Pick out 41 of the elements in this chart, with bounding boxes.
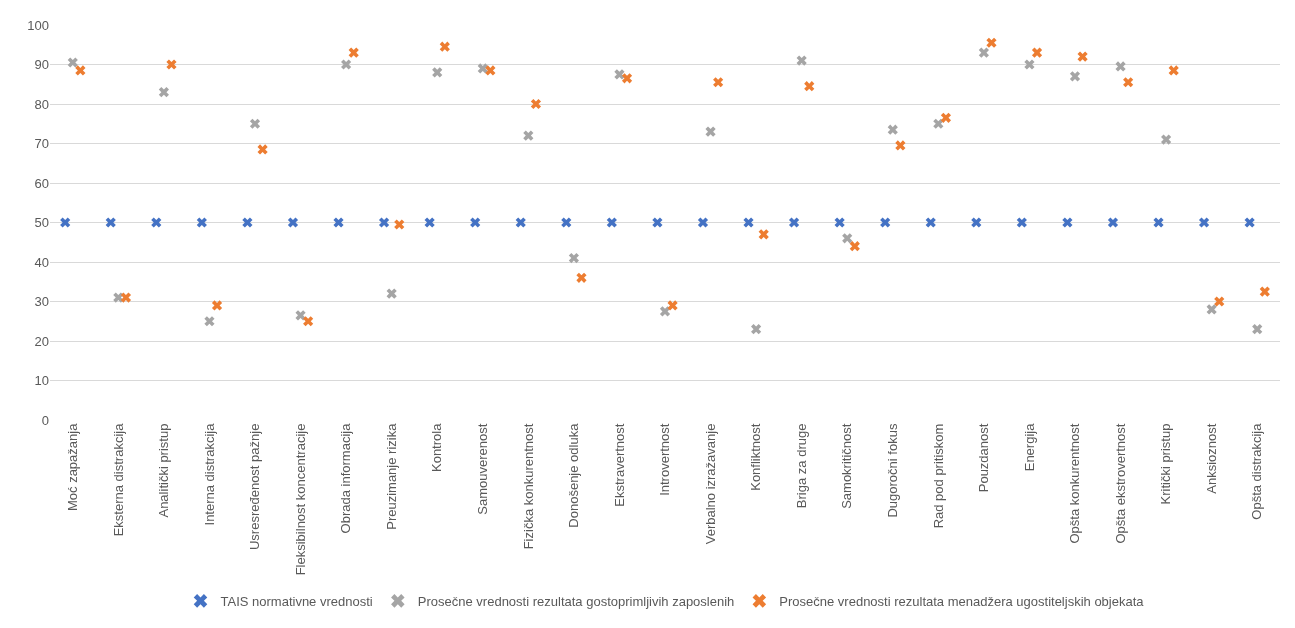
x-tick-label: Samokritičnost [839,423,855,509]
x-tick-label: Opšta ekstrovertnost [1112,423,1128,544]
x-tick-label: Preuzimanje rizika [383,422,399,530]
y-tick-label: 40 [34,254,49,270]
x-tick-label: Analitički pristup [156,423,172,518]
y-tick-label: 10 [34,373,49,389]
y-tick-label: 90 [34,57,49,73]
x-tick-label: Donošenje odluka [566,422,582,528]
x-tick-label: Kritički pristup [1158,423,1174,505]
x-tick-label: Ekstravertnost [611,423,627,507]
x-tick-label: Verbalno izražavanje [702,423,718,545]
x-tick-label: Briga za druge [793,423,809,509]
y-tick-label: 60 [34,175,49,191]
x-tick-label: Konfliktnost [748,423,764,491]
y-tick-label: 70 [34,136,49,152]
x-tick-label: Usresređenost pažnje [247,423,263,551]
x-tick-label: Eksterna distrakcija [110,422,126,537]
y-tick-label: 100 [27,17,49,33]
x-tick-label: Samouverenost [475,423,491,515]
x-tick-label: Moć zapažanja [65,422,80,512]
x-tick-label: Opšta konkurentnost [1067,423,1083,544]
x-tick-label: Fleksibilnost koncentracije [292,423,308,576]
x-tick-label: Rad pod pritiskom [930,423,946,529]
x-tick-label: Opšta distrakcija [1249,422,1265,520]
x-tick-label: Fizička konkurentnost [520,423,536,550]
x-tick-label: Obrada informacija [338,422,354,534]
x-tick-label: Dugoročni fokus [885,423,901,518]
legend-label: TAIS normativne vrednosti [220,593,373,609]
y-tick-label: 0 [41,412,49,428]
x-tick-label: Anksioznost [1203,423,1219,494]
x-tick-label: Energija [1021,422,1037,472]
x-tick-label: Pouzdanost [976,423,992,493]
y-tick-label: 50 [34,215,49,231]
x-tick-label: Introvertnost [657,423,673,496]
legend-label: Prosečne vrednosti rezultata menadžera ugostiteljskih objekata [779,593,1145,609]
x-tick-label: Interna distrakcija [201,422,217,526]
legend-label: Prosečne vrednosti rezultata gostoprimljivih zaposlenih [417,593,735,609]
y-tick-label: 80 [34,96,49,112]
y-tick-label: 20 [34,333,49,349]
y-tick-label: 30 [34,294,49,310]
x-tick-label: Kontrola [429,422,445,473]
